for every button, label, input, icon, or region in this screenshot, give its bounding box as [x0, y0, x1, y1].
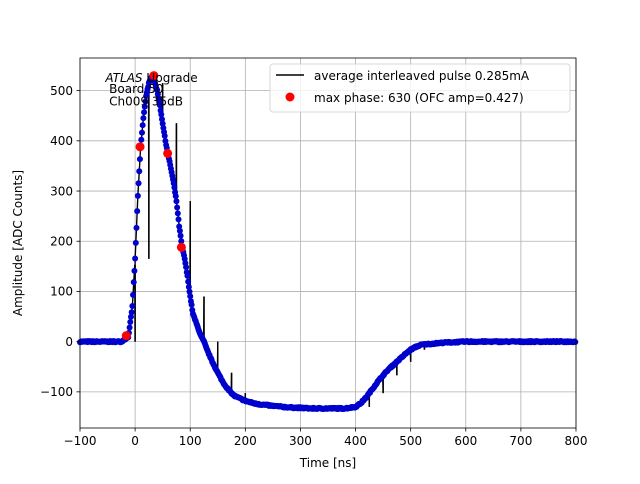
x-tick-label: 500 — [399, 434, 422, 448]
sample-dot — [128, 309, 135, 316]
y-axis-label: Amplitude [ADC Counts] — [11, 170, 25, 316]
x-tick-label: 200 — [234, 434, 257, 448]
sample-dot — [156, 102, 163, 109]
y-tick-label: 0 — [65, 335, 73, 349]
sample-dot — [141, 103, 148, 110]
x-tick-label: 100 — [179, 434, 202, 448]
sample-dot — [139, 122, 146, 129]
sample-dot — [183, 264, 190, 271]
sample-dot — [131, 267, 138, 274]
x-tick-label: 600 — [454, 434, 477, 448]
atlas-italic: ATLAS — [104, 71, 143, 85]
y-tick-label: −100 — [40, 385, 73, 399]
sample-dot — [130, 291, 137, 298]
y-tick-label: 500 — [50, 84, 73, 98]
sample-dot — [188, 301, 195, 308]
x-tick-label: −100 — [64, 434, 97, 448]
plot-frame — [79, 57, 577, 429]
series-max-phase — [121, 71, 186, 341]
x-axis-label: Time [ns] — [299, 456, 356, 470]
sample-dot — [174, 204, 181, 211]
y-tick-label: 400 — [50, 134, 73, 148]
sample-dot — [174, 210, 181, 217]
legend: average interleaved pulse 0.285mA max ph… — [269, 63, 571, 113]
sample-dot — [135, 180, 142, 187]
sample-dot — [184, 272, 191, 279]
sample-dot — [127, 313, 134, 320]
average-pulse-path — [79, 75, 577, 412]
sample-dot — [138, 136, 145, 143]
sample-dot — [132, 255, 139, 262]
sample-dot — [178, 238, 185, 245]
x-tick-label: 0 — [131, 434, 139, 448]
sample-dot — [158, 116, 165, 123]
sample-dot — [185, 284, 192, 291]
grid — [79, 58, 577, 428]
sample-dot — [136, 156, 143, 163]
series-average-pulse-line — [79, 75, 577, 412]
sample-dot — [134, 208, 141, 215]
sample-dot — [171, 184, 178, 191]
x-tick-label: 700 — [509, 434, 532, 448]
sample-dot — [129, 303, 136, 310]
max-phase-point — [135, 142, 145, 152]
sample-dot — [130, 279, 137, 286]
y-tick-label: 100 — [50, 285, 73, 299]
sample-dot — [173, 198, 180, 205]
x-tick-label: 400 — [344, 434, 367, 448]
sample-dot — [140, 115, 147, 122]
sample-dot — [161, 132, 168, 139]
channel-label: Ch009 35dB — [105, 95, 183, 109]
sample-dot — [177, 232, 184, 239]
atlas-upgrade: Upgrade — [143, 71, 198, 85]
sample-dot — [572, 339, 579, 346]
sample-dot — [142, 98, 149, 105]
max-phase-point — [176, 242, 186, 252]
axis-ticks: −100 0 100 200 300 400 500 600 700 800 −100 0 100 200… — [40, 84, 587, 448]
sample-dot — [132, 239, 139, 246]
sample-dot — [158, 111, 165, 118]
sample-dot — [141, 109, 148, 116]
legend-dot-swatch — [285, 92, 295, 102]
legend-box — [269, 63, 571, 113]
max-phase-point — [163, 148, 173, 158]
sample-dot — [136, 168, 143, 175]
sample-dot — [176, 227, 183, 234]
sample-dot — [126, 324, 133, 331]
sample-dot — [175, 216, 182, 223]
legend-label-max-phase: max phase: 630 (OFC amp=0.427) — [314, 91, 524, 105]
max-phase-point — [121, 331, 131, 341]
sample-dot — [139, 129, 145, 136]
max-phase-point — [149, 71, 159, 81]
y-tick-label: 200 — [50, 235, 73, 249]
sample-dot — [187, 293, 194, 300]
y-tick-label: 300 — [50, 184, 73, 198]
legend-label-average-pulse: average interleaved pulse 0.285mA — [314, 69, 530, 83]
sample-dot — [134, 192, 141, 199]
sample-dot — [133, 224, 140, 231]
x-tick-label: 300 — [289, 434, 312, 448]
atlas-label: ATLAS Upgrade — [104, 71, 197, 85]
series-sample-dots — [77, 73, 579, 413]
board-label: Board 50 — [105, 82, 163, 96]
sample-dot — [186, 288, 193, 295]
sample-dot — [127, 319, 134, 326]
x-tick-label: 800 — [565, 434, 588, 448]
sample-dot — [185, 278, 192, 285]
sample-dot — [172, 193, 179, 200]
